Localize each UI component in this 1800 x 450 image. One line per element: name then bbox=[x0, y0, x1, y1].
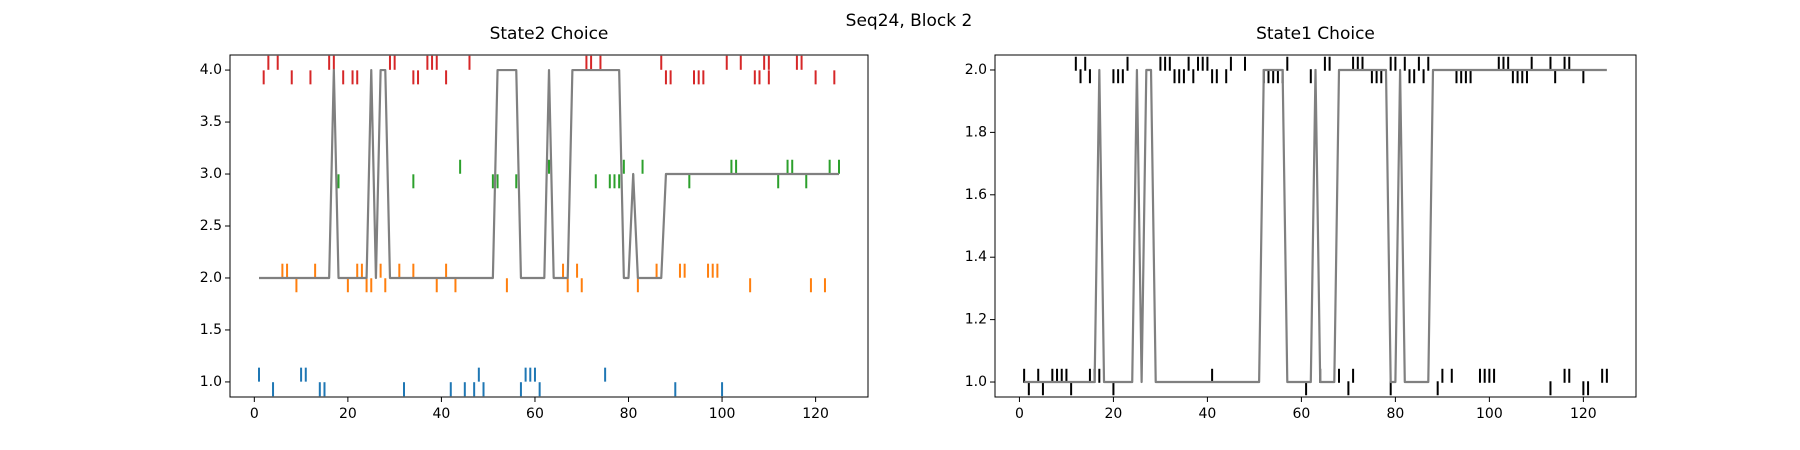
subplot: State2 Choice 0 20 40 60 80 100 120 1.0 1.5 2.0 2.5… bbox=[200, 24, 869, 422]
y-tick-label: 1.4 bbox=[965, 249, 987, 265]
x-tick-label: 80 bbox=[620, 406, 638, 422]
y-tick-label: 3.0 bbox=[200, 166, 222, 182]
y-tick-label: 4.0 bbox=[200, 62, 222, 78]
y-tick-label: 3.5 bbox=[200, 114, 222, 130]
x-tick-label: 20 bbox=[339, 406, 357, 422]
y-tick-label: 1.0 bbox=[965, 374, 987, 390]
subplot: State1 Choice 0 20 40 60 80 100 120 1.0 1.2 1.4 1.6… bbox=[965, 24, 1637, 422]
subplot-title: State2 Choice bbox=[490, 24, 609, 44]
y-tick-label: 1.8 bbox=[965, 124, 987, 140]
x-tick-label: 100 bbox=[1476, 406, 1503, 422]
axes-frame bbox=[229, 54, 869, 398]
y-tick-label: 2.5 bbox=[200, 218, 222, 234]
axes-frame bbox=[994, 54, 1637, 398]
y-tick-label: 1.6 bbox=[965, 187, 987, 203]
x-tick-label: 0 bbox=[1015, 406, 1024, 422]
plot-area bbox=[1023, 56, 1608, 396]
y-tick-label: 1.2 bbox=[965, 312, 987, 328]
x-tick-label: 0 bbox=[250, 406, 259, 422]
x-tick-label: 100 bbox=[709, 406, 736, 422]
y-tick-label: 1.0 bbox=[200, 374, 222, 390]
x-tick-label: 20 bbox=[1105, 406, 1123, 422]
figure-title: Seq24, Block 2 bbox=[846, 11, 973, 31]
plot-area bbox=[258, 55, 840, 397]
x-tick-label: 40 bbox=[433, 406, 451, 422]
x-tick-label: 40 bbox=[1198, 406, 1216, 422]
choice-line bbox=[1024, 68, 1607, 384]
x-tick-label: 80 bbox=[1386, 406, 1404, 422]
choice-line bbox=[259, 68, 839, 280]
y-tick-label: 2.0 bbox=[200, 270, 222, 286]
x-tick-label: 120 bbox=[802, 406, 829, 422]
x-tick-label: 120 bbox=[1570, 406, 1597, 422]
y-tick-label: 1.5 bbox=[200, 322, 222, 338]
x-tick-label: 60 bbox=[1292, 406, 1310, 422]
x-tick-label: 60 bbox=[526, 406, 544, 422]
subplot-title: State1 Choice bbox=[1256, 24, 1375, 44]
y-tick-label: 2.0 bbox=[965, 62, 987, 78]
